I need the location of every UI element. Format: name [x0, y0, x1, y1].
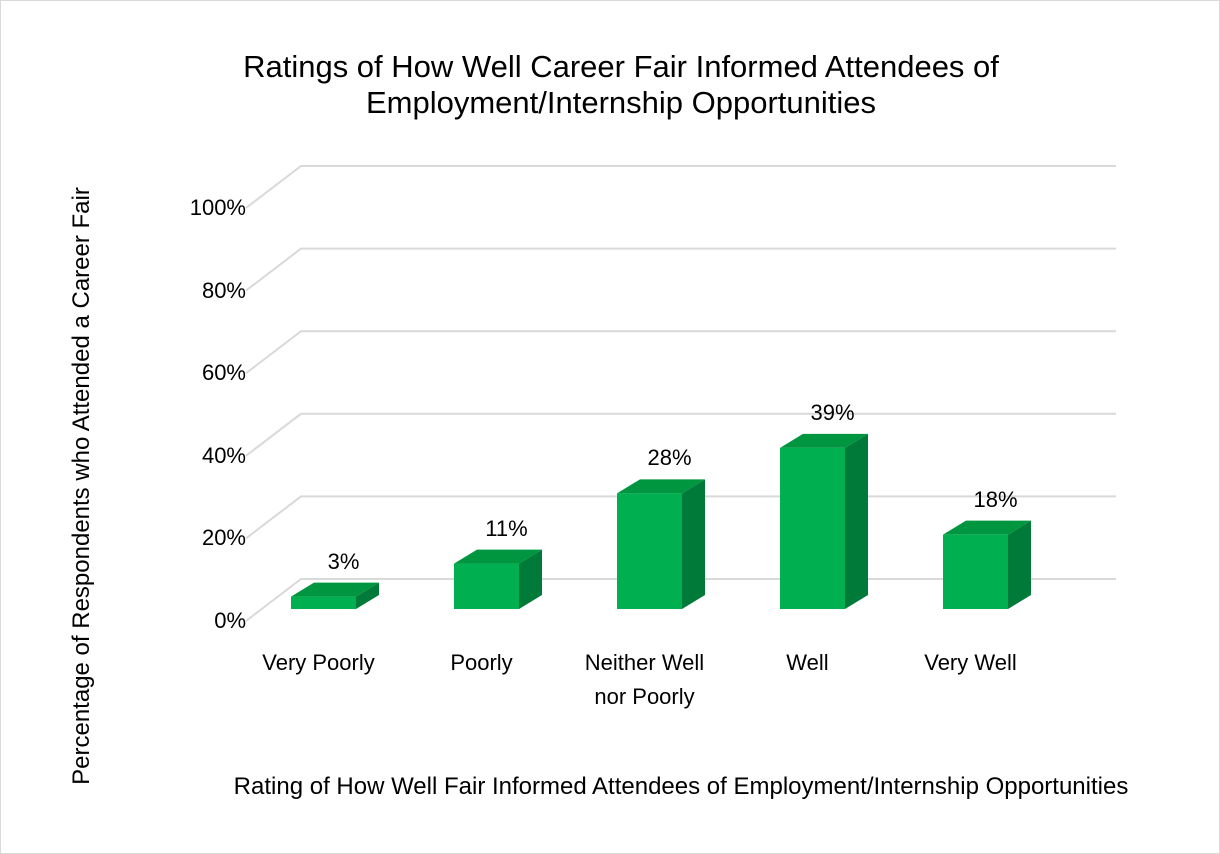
data-label: 28% — [647, 445, 692, 471]
bar-top — [617, 479, 705, 494]
x-axis-label: Rating of How Well Fair Informed Attende… — [233, 773, 1129, 800]
bar-side — [682, 479, 705, 609]
bar-side — [845, 433, 868, 609]
bar — [617, 493, 682, 609]
data-label: 11% — [485, 515, 528, 541]
bar — [291, 596, 356, 609]
grid-line — [245, 165, 1116, 209]
x-tick-label: Neither Well nor Poorly — [584, 650, 705, 709]
bar-side — [519, 549, 542, 609]
y-axis-label: Percentage of Respondents who Attended a… — [68, 187, 95, 785]
bar — [780, 447, 845, 609]
y-tick-label: 40% — [201, 442, 246, 468]
grid-line — [245, 412, 1116, 457]
y-tick-label: 60% — [201, 360, 246, 386]
y-tick-label: 80% — [201, 277, 246, 303]
y-tick-label: 100% — [189, 195, 246, 220]
data-label: 3% — [327, 548, 360, 574]
y-tick-label: 20% — [201, 525, 246, 551]
bar — [943, 534, 1008, 609]
bar-side — [356, 582, 379, 609]
x-tick-label: Very Poorly — [262, 650, 375, 675]
data-label: 39% — [810, 399, 855, 425]
bar-top — [780, 433, 868, 448]
grid-line — [245, 330, 1116, 374]
bar-side — [1008, 520, 1031, 609]
x-tick-label: Poorly — [450, 650, 513, 675]
y-tick-label: 0% — [214, 608, 246, 633]
bar — [454, 563, 519, 609]
bar-top — [943, 520, 1031, 535]
x-tick-label: Well — [786, 650, 829, 675]
grid-line — [245, 247, 1116, 292]
x-tick-label: Very Well — [924, 650, 1017, 675]
bar-top — [291, 582, 379, 597]
data-label: 18% — [973, 486, 1018, 512]
bar-top — [454, 549, 542, 564]
chart-title: Ratings of How Well Career Fair Informed… — [243, 49, 999, 120]
